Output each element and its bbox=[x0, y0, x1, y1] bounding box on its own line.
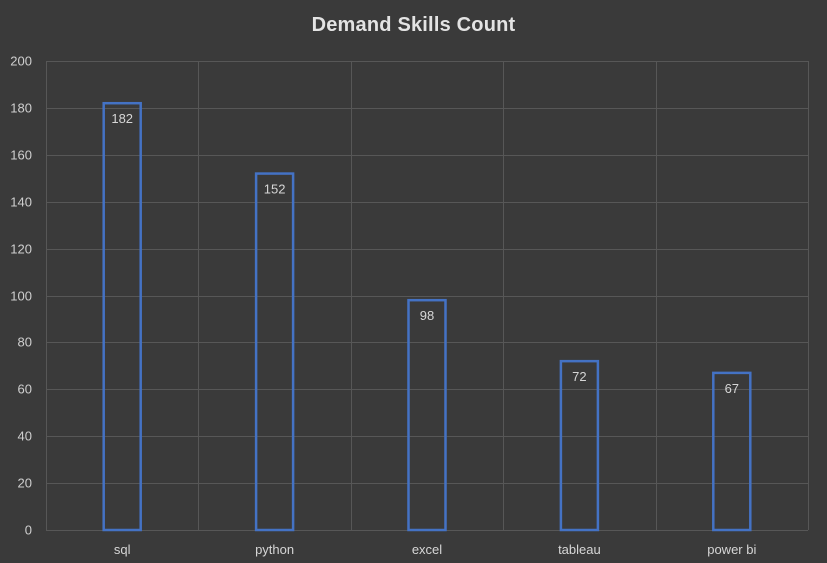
y-tick-label: 20 bbox=[18, 476, 32, 491]
data-label: 98 bbox=[420, 308, 434, 323]
y-tick-label: 60 bbox=[18, 382, 32, 397]
y-tick-label: 160 bbox=[10, 148, 32, 163]
y-tick-label: 40 bbox=[18, 429, 32, 444]
y-tick-label: 80 bbox=[18, 335, 32, 350]
x-tick-label: sql bbox=[114, 542, 131, 557]
y-tick-label: 180 bbox=[10, 101, 32, 116]
bar-excel bbox=[407, 298, 447, 532]
data-label: 182 bbox=[111, 111, 133, 126]
data-label: 67 bbox=[725, 381, 739, 396]
y-axis-ticks: 0 20 40 60 80 100 120 140 160 180 200 bbox=[10, 54, 32, 538]
x-tick-label: tableau bbox=[558, 542, 601, 557]
y-tick-label: 0 bbox=[25, 523, 32, 538]
bar-tableau bbox=[559, 359, 600, 532]
y-tick-label: 100 bbox=[10, 289, 32, 304]
bar-python bbox=[254, 172, 295, 532]
x-tick-label: excel bbox=[412, 542, 442, 557]
grid-layer bbox=[46, 61, 809, 531]
data-label: 72 bbox=[572, 369, 586, 384]
data-label: 152 bbox=[264, 182, 286, 197]
x-tick-label: python bbox=[255, 542, 294, 557]
y-tick-label: 200 bbox=[10, 54, 32, 69]
y-tick-label: 140 bbox=[10, 195, 32, 210]
x-axis-ticks: sql python excel tableau power bi bbox=[114, 542, 757, 557]
bars: 182 152 98 72 67 bbox=[102, 101, 752, 532]
bar-power-bi bbox=[712, 371, 752, 532]
chart-title: Demand Skills Count bbox=[311, 14, 516, 36]
y-tick-label: 120 bbox=[10, 242, 32, 257]
x-tick-label: power bi bbox=[707, 542, 756, 557]
bar-sql bbox=[102, 101, 142, 532]
